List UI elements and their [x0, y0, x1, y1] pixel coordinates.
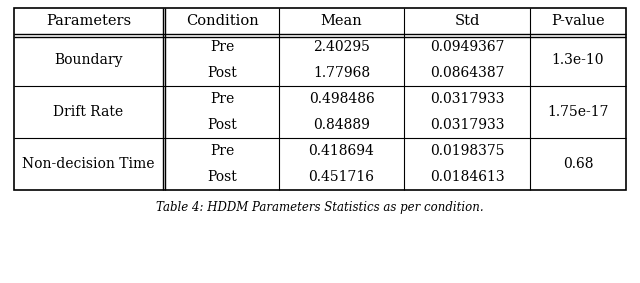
Text: 2.40295: 2.40295 [313, 40, 370, 54]
Text: 0.0949367: 0.0949367 [430, 40, 504, 54]
Text: 1.75e-17: 1.75e-17 [547, 105, 609, 119]
Text: 0.451716: 0.451716 [308, 170, 374, 184]
Text: Condition: Condition [186, 14, 259, 28]
Text: 0.84889: 0.84889 [313, 118, 370, 132]
Text: Boundary: Boundary [54, 53, 123, 67]
Text: 0.68: 0.68 [563, 157, 593, 171]
Text: Parameters: Parameters [46, 14, 131, 28]
Text: 0.0317933: 0.0317933 [430, 118, 504, 132]
Text: Non-decision Time: Non-decision Time [22, 157, 155, 171]
Text: Post: Post [207, 170, 237, 184]
Text: 0.498486: 0.498486 [308, 92, 374, 106]
Text: Pre: Pre [210, 144, 234, 158]
Text: 0.0198375: 0.0198375 [430, 144, 504, 158]
Text: Std: Std [454, 14, 480, 28]
Text: Mean: Mean [321, 14, 362, 28]
Text: 0.418694: 0.418694 [308, 144, 374, 158]
Text: 1.77968: 1.77968 [313, 66, 370, 80]
Text: 0.0184613: 0.0184613 [430, 170, 504, 184]
Bar [14, 8, 626, 190]
Text: 1.3e-10: 1.3e-10 [552, 53, 604, 67]
Text: 0.0317933: 0.0317933 [430, 92, 504, 106]
Text: Pre: Pre [210, 92, 234, 106]
Text: Drift Rate: Drift Rate [53, 105, 124, 119]
Text: P-value: P-value [551, 14, 605, 28]
Text: Post: Post [207, 66, 237, 80]
Text: 0.0864387: 0.0864387 [430, 66, 504, 80]
Text: Post: Post [207, 118, 237, 132]
Text: Table 4: HDDM Parameters Statistics as per condition.: Table 4: HDDM Parameters Statistics as p… [156, 201, 484, 215]
Text: Pre: Pre [210, 40, 234, 54]
